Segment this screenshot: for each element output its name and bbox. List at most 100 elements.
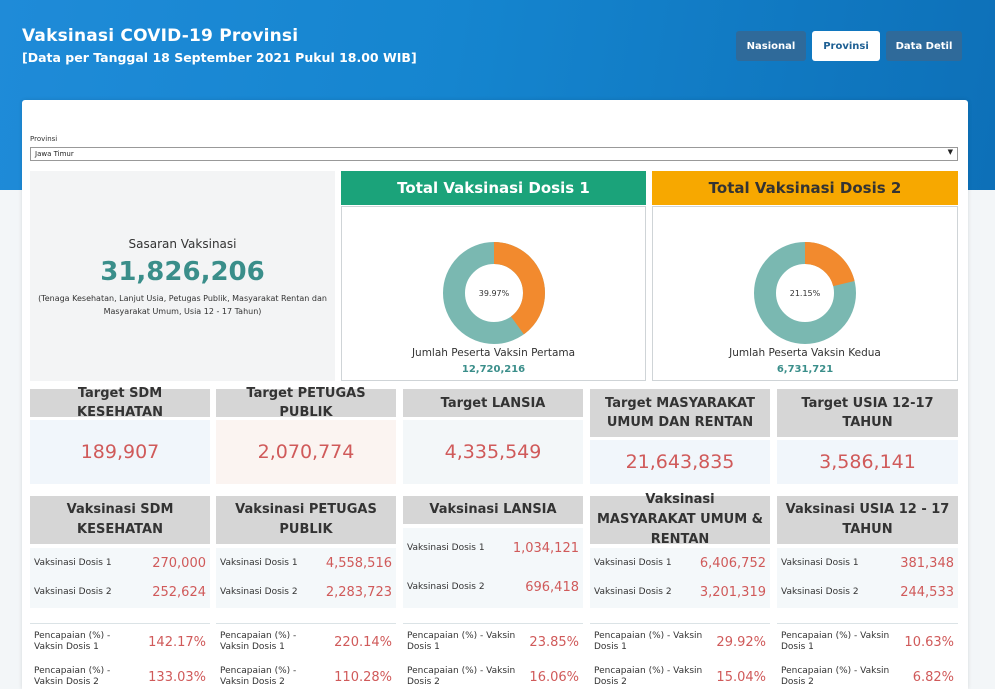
sasaran-title: Sasaran Vaksinasi: [128, 237, 237, 251]
vaksinasi-usia-pencapaian1-row: Pencapaian (%) - Vaksin Dosis 1 10.63%: [777, 627, 958, 657]
page-subtitle: [Data per Tanggal 18 September 2021 Puku…: [22, 50, 417, 65]
dosis1-value: 381,348: [900, 556, 954, 571]
vaksinasi-sdm-pencapaian2-row: Pencapaian (%) - Vaksin Dosis 2 133.03%: [30, 662, 210, 689]
vaksinasi-petugas-dosis2-row: Vaksinasi Dosis 2 2,283,723: [216, 579, 396, 606]
vaksinasi-lansia-rows-bg: [403, 528, 583, 608]
vaksinasi-petugas-pencapaian2-row: Pencapaian (%) - Vaksin Dosis 2 110.28%: [216, 662, 396, 689]
vaksinasi-masyarakat-pencapaian2-row: Pencapaian (%) - Vaksin Dosis 2 15.04%: [590, 662, 770, 689]
provinsi-label: Provinsi: [30, 135, 58, 143]
divider: [403, 623, 583, 624]
pencapaian1-label: Pencapaian (%) - Vaksin Dosis 1: [34, 631, 111, 652]
sasaran-note: (Tenaga Kesehatan, Lanjut Usia, Petugas …: [38, 294, 327, 316]
dose2-caption: Jumlah Peserta Vaksin Kedua: [729, 347, 881, 359]
pencapaian2-value: 133.03%: [148, 669, 206, 685]
pencapaian1-label: Pencapaian (%) - Vaksin Dosis 1: [220, 631, 297, 652]
dosis1-value: 270,000: [152, 556, 206, 571]
dose2-donut-fill: [754, 242, 856, 344]
dose2-donut: 21.15%: [754, 242, 856, 344]
divider: [777, 623, 958, 624]
vaksinasi-lansia-dosis2-row: Vaksinasi Dosis 2 696,418: [403, 573, 583, 601]
nav-data-detil-button[interactable]: Data Detil: [886, 31, 962, 61]
dose2-card: 21.15% Jumlah Peserta Vaksin Kedua 6,731…: [652, 206, 958, 381]
divider: [216, 623, 396, 624]
dosis1-label: Vaksinasi Dosis 1: [407, 542, 485, 553]
dose1-card: 39.97% Jumlah Peserta Vaksin Pertama 12,…: [341, 206, 646, 381]
vaksinasi-petugas-pencapaian1-row: Pencapaian (%) - Vaksin Dosis 1 220.14%: [216, 627, 396, 657]
dosis2-label: Vaksinasi Dosis 2: [594, 587, 672, 597]
vaksinasi-usia-rows-bg: [777, 548, 958, 608]
dosis2-value: 244,533: [900, 585, 954, 600]
pencapaian1-label: Pencapaian (%) - Vaksin Dosis 1: [781, 631, 890, 652]
dose1-value: 12,720,216: [461, 364, 526, 375]
vaksinasi-sdm-rows-bg: [30, 548, 210, 608]
dosis1-label: Vaksinasi Dosis 1: [34, 558, 112, 568]
target-masyarakat-value: 21,643,835: [590, 440, 770, 484]
page-title: Vaksinasi COVID-19 Provinsi: [22, 26, 299, 46]
provinsi-select[interactable]: Jawa Timur ▼: [30, 147, 958, 161]
pencapaian1-value: 142.17%: [148, 634, 206, 650]
pencapaian2-value: 6.82%: [912, 669, 954, 685]
vaksinasi-sdm-pencapaian1-row: Pencapaian (%) - Vaksin Dosis 1 142.17%: [30, 627, 210, 657]
sasaran-value: 31,826,206: [100, 257, 265, 287]
vaksinasi-masyarakat-header: Vaksinasi MASYARAKAT UMUM & RENTAN: [590, 492, 770, 547]
dose1-donut: 39.97%: [443, 242, 545, 344]
vaksinasi-masyarakat-dosis2-row: Vaksinasi Dosis 2 3,201,319: [590, 579, 770, 606]
pencapaian2-label: Pencapaian (%) - Vaksin Dosis 2: [220, 666, 297, 687]
divider: [30, 623, 210, 624]
vaksinasi-petugas-rows-bg: [216, 548, 396, 608]
target-petugas-value: 2,070,774: [216, 420, 396, 484]
dosis1-label: Vaksinasi Dosis 1: [781, 558, 859, 568]
vaksinasi-usia-dosis2-row: Vaksinasi Dosis 2 244,533: [777, 579, 958, 606]
pencapaian1-label: Pencapaian (%) - Vaksin Dosis 1: [594, 631, 703, 652]
sasaran-card: Sasaran Vaksinasi 31,826,206 (Tenaga Kes…: [30, 171, 335, 381]
vaksinasi-lansia-pencapaian2-row: Pencapaian (%) - Vaksin Dosis 2 16.06%: [403, 662, 583, 689]
target-usia-header: Target USIA 12-17 TAHUN: [777, 389, 958, 437]
target-sdm-value: 189,907: [30, 420, 210, 484]
pencapaian2-label: Pencapaian (%) - Vaksin Dosis 2: [407, 666, 516, 687]
pencapaian2-value: 110.28%: [334, 669, 392, 685]
pencapaian1-value: 29.92%: [716, 634, 766, 650]
dose2-percent: 21.15%: [790, 289, 821, 298]
target-lansia-header: Target LANSIA: [403, 389, 583, 417]
dosis1-value: 1,034,121: [512, 540, 579, 556]
pencapaian1-value: 220.14%: [334, 634, 392, 650]
dosis2-value: 2,283,723: [325, 585, 392, 600]
vaksinasi-usia-header: Vaksinasi USIA 12 - 17 TAHUN: [777, 496, 958, 544]
vaksinasi-sdm-dosis2-row: Vaksinasi Dosis 2 252,624: [30, 579, 210, 606]
pencapaian1-value: 10.63%: [904, 634, 954, 650]
divider: [590, 623, 770, 624]
vaksinasi-usia-dosis1-row: Vaksinasi Dosis 1 381,348: [777, 550, 958, 577]
target-usia-value: 3,586,141: [777, 440, 958, 484]
dosis2-label: Vaksinasi Dosis 2: [781, 587, 859, 597]
vaksinasi-lansia-pencapaian1-row: Pencapaian (%) - Vaksin Dosis 1 23.85%: [403, 627, 583, 657]
dosis2-value: 3,201,319: [699, 585, 766, 600]
vaksinasi-sdm-header: Vaksinasi SDM KESEHATAN: [30, 496, 210, 544]
target-sdm-header: Target SDM KESEHATAN: [30, 386, 210, 420]
dosis2-value: 252,624: [152, 585, 206, 600]
dosis1-label: Vaksinasi Dosis 1: [220, 558, 298, 568]
pencapaian1-label: Pencapaian (%) - Vaksin Dosis 1: [407, 631, 516, 652]
dose1-caption: Jumlah Peserta Vaksin Pertama: [411, 347, 576, 359]
dosis2-value: 696,418: [525, 579, 579, 595]
dose2-value: 6,731,721: [776, 364, 834, 375]
vaksinasi-lansia-header: Vaksinasi LANSIA: [403, 496, 583, 524]
dosis2-label: Vaksinasi Dosis 2: [34, 587, 112, 597]
pencapaian2-value: 16.06%: [529, 669, 579, 685]
pencapaian2-value: 15.04%: [716, 669, 766, 685]
nav-provinsi-button[interactable]: Provinsi: [812, 31, 880, 61]
dosis2-label: Vaksinasi Dosis 2: [220, 587, 298, 597]
vaksinasi-masyarakat-pencapaian1-row: Pencapaian (%) - Vaksin Dosis 1 29.92%: [590, 627, 770, 657]
vaksinasi-masyarakat-rows-bg: [590, 548, 770, 608]
vaksinasi-sdm-dosis1-row: Vaksinasi Dosis 1 270,000: [30, 550, 210, 577]
dosis1-value: 4,558,516: [325, 556, 392, 571]
nav-nasional-button[interactable]: Nasional: [736, 31, 806, 61]
vaksinasi-lansia-dosis1-row: Vaksinasi Dosis 1 1,034,121: [403, 534, 583, 562]
dropdown-arrow-icon[interactable]: ▼: [947, 148, 953, 156]
vaksinasi-petugas-dosis1-row: Vaksinasi Dosis 1 4,558,516: [216, 550, 396, 577]
provinsi-select-value: Jawa Timur: [35, 150, 74, 158]
target-lansia-value: 4,335,549: [403, 420, 583, 484]
dose1-header: Total Vaksinasi Dosis 1: [341, 171, 646, 205]
dosis1-value: 6,406,752: [699, 556, 766, 571]
target-petugas-header: Target PETUGAS PUBLIK: [216, 386, 396, 420]
vaksinasi-petugas-header: Vaksinasi PETUGAS PUBLIK: [216, 496, 396, 544]
